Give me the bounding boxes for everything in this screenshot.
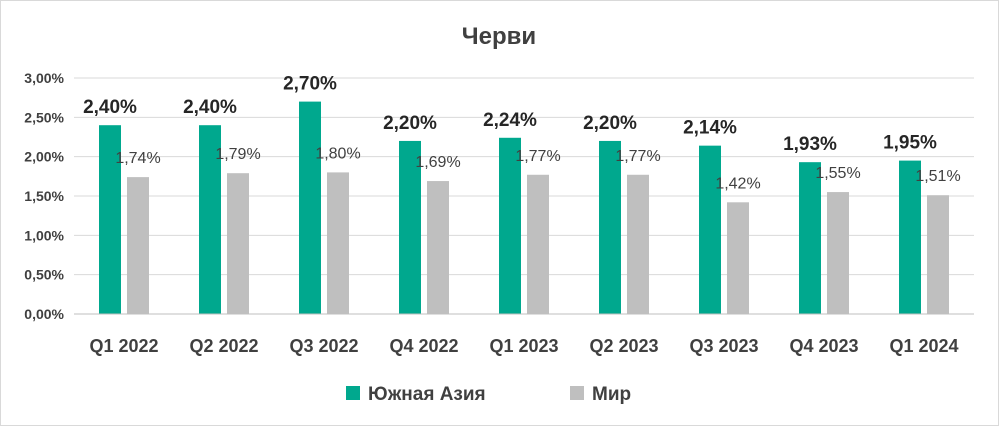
data-label-south-asia: 2,40%	[183, 97, 237, 118]
bar-south-asia	[899, 160, 921, 314]
chart-title: Черви	[462, 23, 536, 50]
y-tick-label: 3,00%	[24, 70, 64, 86]
data-label-south-asia: 2,24%	[483, 110, 537, 131]
y-tick-label: 2,00%	[24, 149, 64, 165]
legend-swatch	[346, 386, 360, 400]
data-label-south-asia: 1,93%	[783, 134, 837, 155]
x-tick-label: Q1 2022	[89, 336, 158, 356]
x-axis: Q1 2022 Q2 2022 Q3 2022 Q4 2022 Q1 2023 Q2 20…	[74, 313, 974, 356]
bar-south-asia	[299, 101, 321, 314]
bar-south-asia	[99, 125, 121, 314]
x-tick-label: Q2 2023	[589, 336, 658, 356]
legend-item-south-asia: Южная Азия	[368, 384, 486, 405]
bar-world	[827, 192, 849, 314]
data-label-world: 1,51%	[915, 168, 960, 185]
data-label-world: 1,80%	[315, 145, 360, 162]
y-tick-label: 0,00%	[24, 306, 64, 322]
bar-south-asia	[399, 140, 421, 314]
bar-south-asia	[699, 145, 721, 314]
x-tick-label: Q3 2022	[289, 336, 358, 356]
bar-world	[127, 177, 149, 314]
legend-swatch	[570, 386, 584, 400]
data-label-south-asia: 2,40%	[83, 97, 137, 118]
data-label-south-asia: 2,70%	[283, 74, 337, 95]
data-label-world: 1,69%	[415, 154, 460, 171]
data-label-world: 1,42%	[715, 175, 760, 192]
bar-world	[327, 172, 349, 314]
x-tick-label: Q3 2023	[689, 336, 758, 356]
legend: Южная Азия Мир	[346, 384, 631, 405]
bar-world	[427, 181, 449, 314]
x-tick-label: Q2 2022	[189, 336, 258, 356]
data-label-south-asia: 2,20%	[583, 113, 637, 134]
bar-world	[627, 174, 649, 314]
y-tick-label: 2,50%	[24, 109, 64, 125]
bar-world	[727, 202, 749, 314]
data-labels: 2,40% 1,74% 2,40% 1,79% 2,70% 1,80% 2,20% 1,69%…	[83, 74, 961, 193]
bar-south-asia	[799, 162, 821, 314]
y-tick-label: 1,50%	[24, 188, 64, 204]
data-label-south-asia: 2,14%	[683, 118, 737, 139]
data-label-world: 1,77%	[515, 148, 560, 165]
x-tick-label: Q1 2023	[489, 336, 558, 356]
bar-south-asia	[199, 125, 221, 314]
bars	[99, 101, 949, 314]
data-label-world: 1,79%	[215, 146, 260, 163]
bar-south-asia	[599, 140, 621, 314]
x-tick-label: Q1 2024	[889, 336, 958, 356]
data-label-south-asia: 1,95%	[883, 133, 937, 154]
y-axis: 0,00% 0,50% 1,00% 1,50% 2,00% 2,50% 3,00%	[24, 70, 64, 322]
bar-world	[527, 174, 549, 314]
data-label-world: 1,74%	[115, 150, 160, 167]
bar-world	[227, 173, 249, 314]
x-tick-label: Q4 2023	[789, 336, 858, 356]
data-label-south-asia: 2,20%	[383, 113, 437, 134]
y-tick-label: 1,00%	[24, 227, 64, 243]
bar-world	[927, 195, 949, 314]
x-tick-label: Q4 2022	[389, 336, 458, 356]
legend-item-world: Мир	[592, 384, 631, 405]
data-label-world: 1,77%	[615, 148, 660, 165]
bar-south-asia	[499, 137, 521, 314]
y-tick-label: 0,50%	[24, 267, 64, 283]
data-label-world: 1,55%	[815, 165, 860, 182]
